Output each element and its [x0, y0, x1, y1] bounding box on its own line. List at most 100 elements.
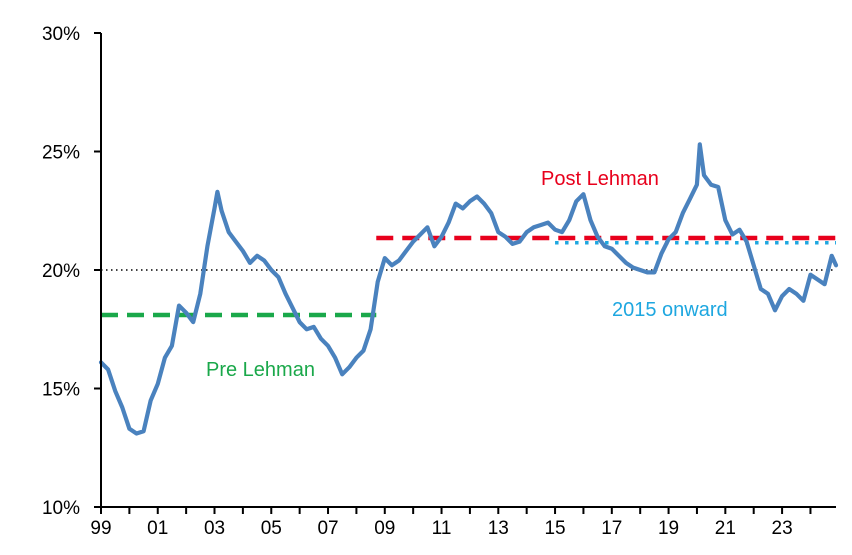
series-point — [192, 321, 195, 323]
series-point — [632, 266, 634, 269]
series-point — [149, 399, 152, 402]
series-point — [823, 283, 826, 286]
series-line-0 — [98, 142, 839, 436]
x-tick-label: 15 — [544, 518, 565, 539]
x-tick-label: 07 — [317, 518, 338, 539]
series-point — [426, 226, 429, 229]
series-point — [369, 328, 372, 331]
series-point — [639, 269, 641, 271]
x-tick-label: 21 — [715, 518, 736, 539]
series-point — [327, 345, 329, 347]
reference-lines — [101, 235, 836, 318]
series-point — [383, 257, 386, 259]
series-point — [554, 228, 556, 231]
series-point — [703, 174, 705, 176]
series-point — [816, 278, 819, 281]
y-tick-label: 15% — [42, 380, 80, 401]
series-point — [540, 224, 542, 226]
post-lehman-label: Post Lehman — [541, 168, 659, 190]
series-point — [213, 207, 216, 210]
series-point — [398, 259, 400, 262]
series-point — [717, 186, 720, 188]
series-point — [291, 307, 294, 309]
series-point — [164, 356, 166, 359]
series-point — [298, 321, 301, 323]
series-point — [518, 240, 521, 243]
x-tick-label: 99 — [90, 518, 111, 539]
series-point — [681, 212, 684, 214]
series-point — [419, 233, 422, 236]
series-point — [532, 226, 535, 229]
series-point — [511, 243, 514, 245]
series-point — [216, 190, 219, 193]
series-point — [256, 254, 258, 257]
series-point — [440, 236, 443, 238]
series-point — [121, 406, 124, 409]
series-point — [277, 276, 280, 278]
series-point — [178, 304, 180, 307]
series-point — [447, 221, 450, 224]
series-point — [242, 250, 244, 252]
series-point — [483, 202, 485, 205]
series-point — [561, 231, 563, 233]
series-point — [767, 292, 769, 295]
axes: 10% 15% 20% 25% 30% 99 01 03 05 07 09 11 13 15 17 19 21 2… — [42, 24, 836, 539]
series-point — [362, 349, 365, 352]
series-point — [618, 254, 620, 257]
series-point — [220, 209, 223, 212]
series-point — [284, 292, 287, 295]
y-tick-label: 20% — [42, 261, 80, 282]
series-point — [525, 231, 528, 233]
series-point — [334, 356, 336, 359]
series-point — [568, 219, 571, 222]
series-point — [738, 228, 741, 231]
series-point — [788, 288, 790, 290]
series-point — [107, 368, 109, 371]
y-tick-label: 25% — [42, 143, 80, 164]
series-point — [270, 269, 273, 271]
pre-lehman-label: Pre Lehman — [206, 359, 315, 381]
x-tick-label: 13 — [488, 518, 509, 539]
series-point — [745, 240, 748, 243]
x-tick-label: 11 — [432, 518, 452, 539]
annotation-labels: Pre Lehman Post Lehman 2015 onward — [206, 168, 728, 381]
series-point — [227, 231, 230, 233]
series-point — [412, 240, 414, 243]
series-point — [698, 143, 701, 146]
series-point — [504, 236, 507, 238]
series-point — [710, 183, 712, 186]
series-point — [476, 195, 478, 198]
series-point — [547, 221, 549, 224]
series-point — [454, 202, 457, 205]
series-point — [802, 300, 805, 302]
series-point — [376, 281, 379, 283]
series-point — [206, 245, 209, 248]
x-tick-label: 17 — [601, 518, 622, 539]
series-point — [234, 240, 237, 243]
series-point — [660, 252, 663, 255]
series-point — [611, 247, 613, 250]
series-point — [348, 366, 351, 368]
series-point — [185, 311, 187, 314]
y-tick-label: 10% — [42, 498, 80, 519]
series-point — [653, 271, 656, 274]
series-point — [575, 200, 578, 203]
series-point — [469, 200, 471, 203]
y-tick-label: 30% — [42, 24, 80, 45]
series-point — [830, 254, 833, 257]
series-point — [582, 193, 585, 195]
x-tick-label: 19 — [658, 518, 679, 539]
series-point — [835, 264, 837, 267]
series-point — [341, 373, 344, 376]
series-point — [142, 430, 145, 432]
series-point — [625, 262, 627, 264]
series-point — [355, 356, 358, 359]
series-point — [433, 245, 436, 248]
series-point — [114, 390, 116, 392]
series-point — [249, 262, 251, 264]
series-point — [667, 238, 670, 240]
2015-onward-label: 2015 onward — [612, 299, 728, 321]
series-point — [490, 212, 493, 214]
series-point — [391, 264, 393, 267]
x-tick-label: 01 — [147, 518, 168, 539]
